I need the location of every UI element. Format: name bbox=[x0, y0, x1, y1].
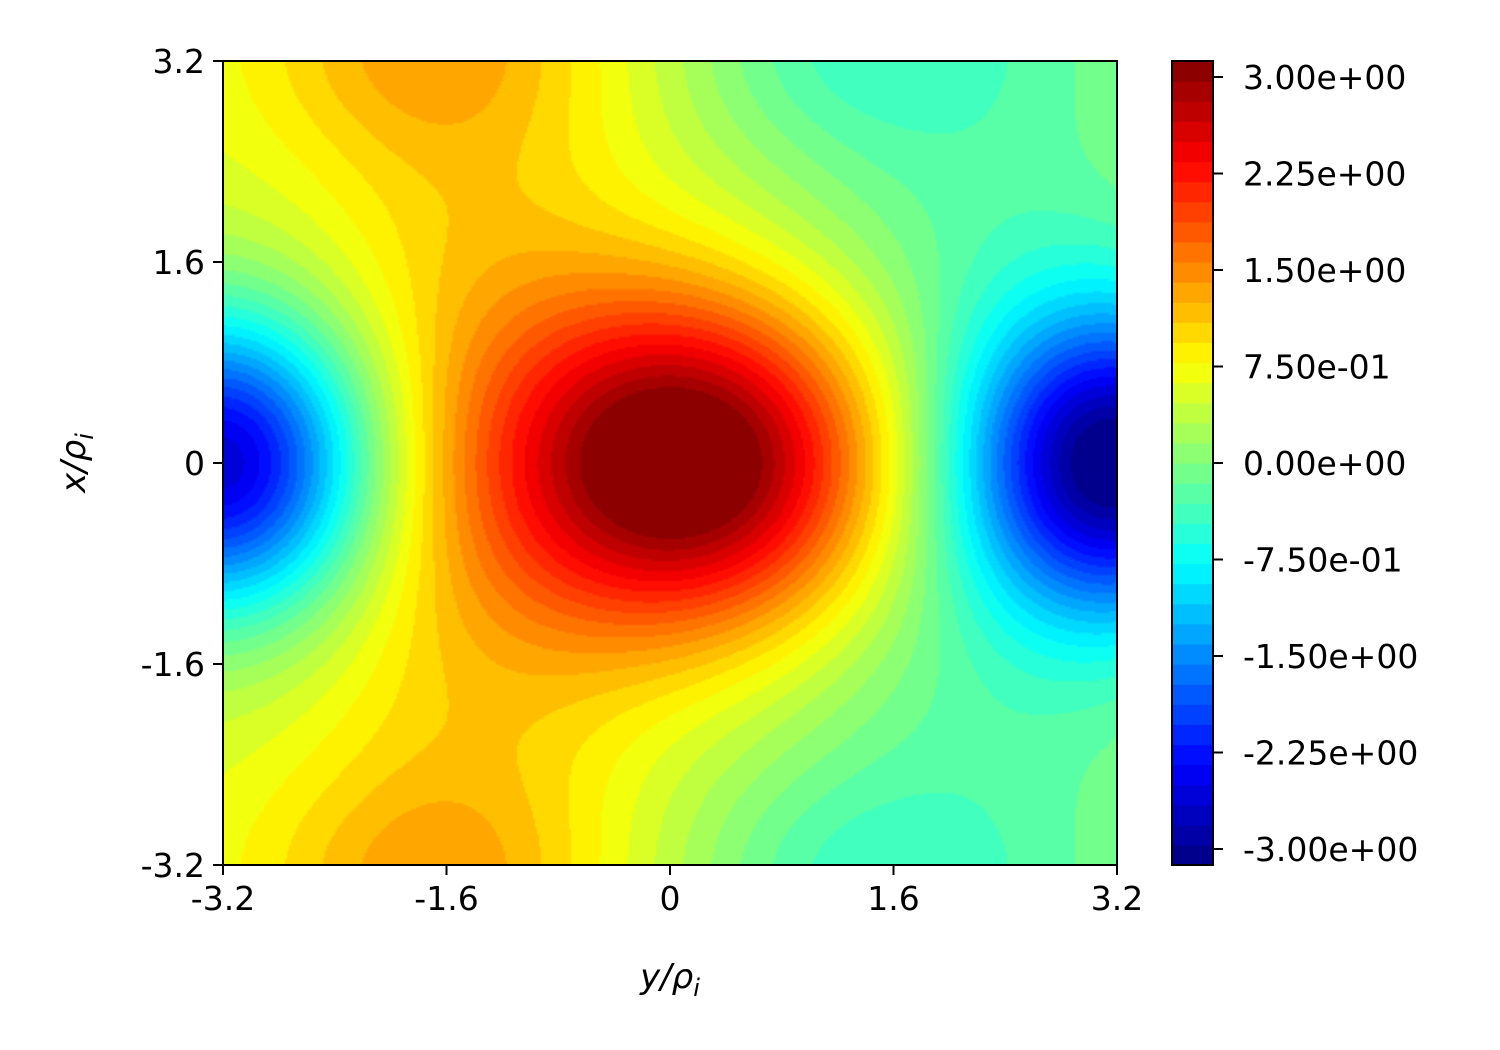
colorbar-band bbox=[1172, 583, 1213, 605]
colorbar-band bbox=[1172, 784, 1213, 806]
colorbar-band bbox=[1172, 744, 1213, 766]
colorbar-band bbox=[1172, 342, 1213, 364]
y-axis-label: x/ρi bbox=[54, 433, 99, 494]
colorbar-band bbox=[1172, 463, 1213, 484]
colorbar-band bbox=[1172, 221, 1213, 243]
colorbar-band bbox=[1172, 503, 1213, 524]
colorbar-band bbox=[1172, 262, 1213, 283]
colorbar-band bbox=[1172, 643, 1213, 665]
x-tick-label: -1.6 bbox=[414, 879, 478, 918]
colorbar-tick-label: 2.25e+00 bbox=[1243, 155, 1406, 194]
plot-area bbox=[222, 60, 1118, 866]
colorbar-band bbox=[1172, 804, 1213, 826]
colorbar-tick-label: 3.00e+00 bbox=[1243, 58, 1406, 97]
x-tick-label: -3.2 bbox=[191, 879, 255, 918]
colorbar-band bbox=[1172, 483, 1213, 504]
colorbar-band bbox=[1172, 362, 1213, 384]
colorbar-band bbox=[1172, 161, 1213, 183]
colorbar-band bbox=[1172, 422, 1213, 444]
colorbar-band bbox=[1172, 101, 1213, 122]
colorbar-band bbox=[1172, 623, 1213, 645]
contour-field bbox=[223, 61, 1117, 865]
y-tick-label: -1.6 bbox=[141, 645, 205, 684]
colorbar-band bbox=[1172, 523, 1213, 544]
colorbar-ticks: 3.00e+00 2.25e+00 1.50e+00 7.50e-01 0.00e+00… bbox=[1213, 58, 1418, 869]
colorbar-tick-label: -2.25e+00 bbox=[1243, 734, 1418, 773]
y-tick-label: 0 bbox=[184, 444, 205, 483]
colorbar-tick-label: -7.50e-01 bbox=[1243, 541, 1403, 580]
y-tick-label: 3.2 bbox=[153, 42, 205, 81]
x-tick-label: 0 bbox=[660, 879, 681, 918]
x-axis: -3.2 -1.6 0 1.6 3.2 bbox=[191, 865, 1143, 918]
colorbar-band bbox=[1172, 141, 1213, 163]
x-tick-label: 1.6 bbox=[867, 879, 919, 918]
colorbar-tick-label: 0.00e+00 bbox=[1243, 444, 1406, 483]
colorbar-band bbox=[1172, 704, 1213, 725]
colorbar: 3.00e+00 2.25e+00 1.50e+00 7.50e-01 0.00e+00… bbox=[1171, 58, 1418, 869]
colorbar-band bbox=[1172, 764, 1213, 786]
colorbar-tick-label: 1.50e+00 bbox=[1243, 251, 1406, 290]
colorbar-band bbox=[1172, 442, 1213, 464]
colorbar-tick-label: -3.00e+00 bbox=[1243, 830, 1418, 869]
colorbar-band bbox=[1172, 61, 1213, 82]
colorbar-band bbox=[1172, 603, 1213, 625]
colorbar-band bbox=[1172, 181, 1213, 203]
colorbar-tick-label: -1.50e+00 bbox=[1243, 637, 1418, 676]
colorbar-band bbox=[1172, 302, 1213, 323]
colorbar-band bbox=[1172, 724, 1213, 745]
colorbar-band bbox=[1172, 322, 1213, 343]
colorbar-band bbox=[1172, 81, 1213, 102]
colorbar-band bbox=[1172, 824, 1213, 846]
y-tick-label: -3.2 bbox=[141, 846, 205, 885]
x-axis-label: y/ρi bbox=[639, 957, 700, 1002]
colorbar-band bbox=[1172, 282, 1213, 303]
colorbar-band bbox=[1172, 241, 1213, 263]
colorbar-band bbox=[1172, 844, 1213, 866]
x-tick-label: 3.2 bbox=[1091, 879, 1143, 918]
colorbar-band bbox=[1172, 543, 1213, 565]
colorbar-band bbox=[1172, 664, 1213, 685]
colorbar-bands bbox=[1172, 61, 1213, 866]
y-tick-label: 1.6 bbox=[153, 243, 205, 282]
y-axis: -3.2 -1.6 0 1.6 3.2 bbox=[141, 42, 223, 885]
colorbar-band bbox=[1172, 402, 1213, 424]
colorbar-band bbox=[1172, 563, 1213, 585]
colorbar-band bbox=[1172, 684, 1213, 705]
colorbar-band bbox=[1172, 201, 1213, 223]
colorbar-band bbox=[1172, 382, 1213, 404]
colorbar-band bbox=[1172, 121, 1213, 142]
colorbar-tick-label: 7.50e-01 bbox=[1243, 348, 1391, 387]
